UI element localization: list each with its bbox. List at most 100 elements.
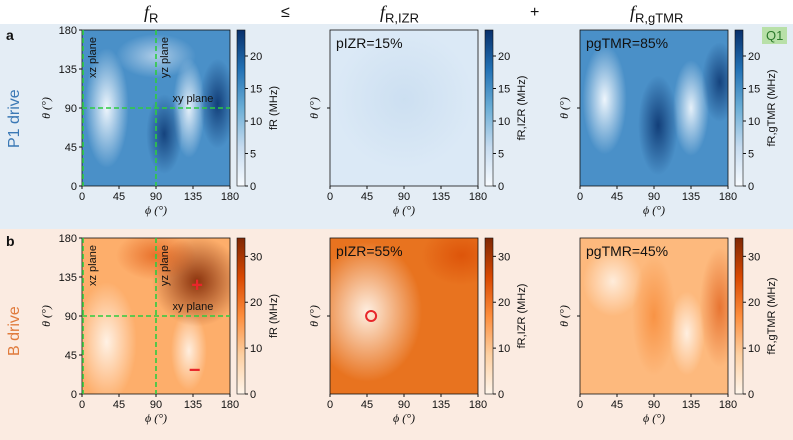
heatmap-blob <box>668 291 705 376</box>
x-tick-label: 45 <box>361 191 373 203</box>
x-tick-label: 0 <box>577 399 583 411</box>
x-tick-label: 135 <box>682 191 700 203</box>
panel-letter-a: a <box>6 27 14 43</box>
panel-letter-b: b <box>6 233 15 249</box>
panel-annotation: pgTMR=85% <box>586 35 668 51</box>
colorbar-tick-label: 10 <box>250 116 262 128</box>
y-axis-label: θ (°) <box>307 305 321 327</box>
heatmap-blob <box>334 30 474 170</box>
colorbar-tick-label: 20 <box>250 51 262 63</box>
x-tick-label: 180 <box>221 399 239 411</box>
colorbar-tick-label: 0 <box>748 389 754 401</box>
column-header-fr-izr: fR,IZR <box>380 2 419 26</box>
heatmap-blob <box>82 282 137 394</box>
colorbar-tick-label: 15 <box>748 84 760 96</box>
x-tick-label: 180 <box>469 191 487 203</box>
colorbar <box>236 29 246 187</box>
x-tick-label: 180 <box>719 191 737 203</box>
x-tick-label: 135 <box>432 399 450 411</box>
heatmap-b2 <box>330 238 478 394</box>
colorbar-tick-label: 5 <box>748 149 754 161</box>
heatmap-b3 <box>580 238 728 394</box>
colorbar-tick-label: 20 <box>498 297 510 309</box>
y-axis-label: θ (°) <box>557 305 571 327</box>
colorbar-label: fR (MHz) <box>268 294 280 338</box>
x-tick-label: 45 <box>361 399 373 411</box>
colorbar-tick-label: 30 <box>250 251 262 263</box>
heatmap-blob <box>330 241 422 382</box>
colorbar-tick-label: 30 <box>498 251 510 263</box>
column-header-fr: fR <box>144 2 159 26</box>
x-tick-label: 0 <box>327 191 333 203</box>
y-tick-label: 0 <box>71 181 77 193</box>
x-tick-label: 45 <box>113 191 125 203</box>
x-tick-label: 135 <box>184 191 202 203</box>
y-tick-label: 90 <box>65 311 77 323</box>
heatmap-a2 <box>330 30 478 186</box>
x-axis-label: ϕ (°) <box>145 411 167 425</box>
panel-annotation: pIZR=55% <box>336 243 403 259</box>
x-tick-label: 45 <box>611 191 623 203</box>
annotation-xz-plane: xz plane <box>87 37 99 78</box>
marker-circle <box>365 310 378 322</box>
x-tick-label: 135 <box>682 399 700 411</box>
x-tick-label: 45 <box>113 399 125 411</box>
x-axis-label: ϕ (°) <box>643 203 665 217</box>
annotation-xy-plane: xy plane <box>172 93 213 105</box>
x-tick-label: 45 <box>611 399 623 411</box>
y-tick-label: 90 <box>65 103 77 115</box>
heatmap-blob <box>421 238 478 286</box>
x-tick-label: 90 <box>648 191 660 203</box>
x-tick-label: 0 <box>79 191 85 203</box>
colorbar-tick-label: 15 <box>498 84 510 96</box>
colorbar-tick-label: 5 <box>250 149 256 161</box>
colorbar-tick-label: 0 <box>748 181 754 193</box>
panel-annotation: pgTMR=45% <box>586 243 668 259</box>
panel-annotation: pIZR=15% <box>336 35 403 51</box>
y-tick-label: 135 <box>59 64 77 76</box>
heatmap-blob <box>199 58 230 149</box>
colorbar-tick-label: 0 <box>498 181 504 193</box>
colorbar-label: fR,gTMR (MHz) <box>766 278 778 355</box>
heatmap-blob <box>638 75 679 176</box>
colorbar-label: fR,IZR (MHz) <box>516 76 528 141</box>
colorbar-tick-label: 10 <box>250 343 262 355</box>
heatmap-blob <box>582 246 643 317</box>
colorbar-tick-label: 20 <box>748 297 760 309</box>
plus-operator: + <box>530 4 540 21</box>
colorbar-label: fR,IZR (MHz) <box>516 284 528 349</box>
colorbar-tick-label: 0 <box>250 389 256 401</box>
annotation-xz-plane: xz plane <box>87 245 99 286</box>
x-tick-label: 90 <box>398 191 410 203</box>
colorbar-tick-label: 20 <box>250 297 262 309</box>
y-tick-label: 0 <box>71 389 77 401</box>
colorbar-tick-label: 10 <box>748 116 760 128</box>
heatmap-blob <box>632 256 676 376</box>
heatmap-a3 <box>580 30 728 186</box>
heatmap-blob <box>582 44 627 155</box>
x-axis-label: ϕ (°) <box>145 203 167 217</box>
y-tick-label: 180 <box>59 233 77 245</box>
heatmap-blob <box>170 310 207 391</box>
x-tick-label: 0 <box>79 399 85 411</box>
x-axis-label: ϕ (°) <box>393 203 415 217</box>
x-tick-label: 135 <box>432 191 450 203</box>
y-axis-label: θ (°) <box>557 97 571 119</box>
heatmap-blob <box>699 247 728 368</box>
colorbar-tick-label: 20 <box>748 51 760 63</box>
x-axis-label: ϕ (°) <box>643 411 665 425</box>
heatmap-blob <box>673 60 709 156</box>
colorbar-tick-label: 20 <box>498 51 510 63</box>
colorbar <box>734 29 744 187</box>
colorbar-label: fR,gTMR (MHz) <box>766 70 778 147</box>
colorbar-tick-label: 10 <box>498 343 510 355</box>
colorbar-tick-label: 15 <box>250 84 262 96</box>
annotation-yz-plane: yz plane <box>159 37 171 78</box>
heatmap-blob <box>116 238 196 281</box>
y-axis-label: θ (°) <box>39 305 53 327</box>
x-tick-label: 0 <box>327 399 333 411</box>
colorbar <box>484 29 494 187</box>
y-axis-label: θ (°) <box>307 97 321 119</box>
heatmap-blob <box>146 94 183 174</box>
